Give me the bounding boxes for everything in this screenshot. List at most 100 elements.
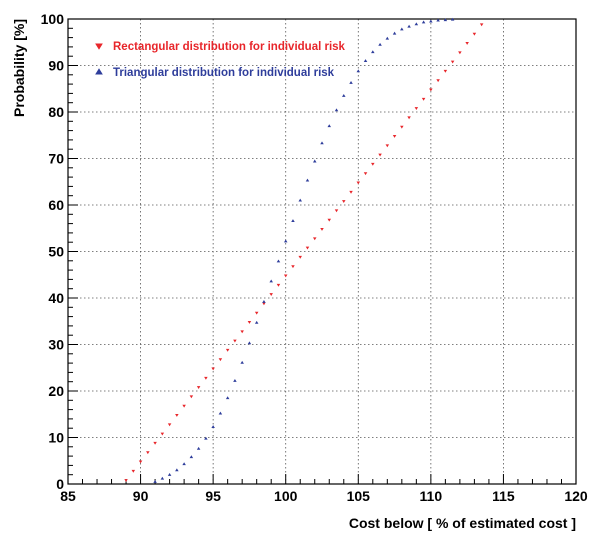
data-point [429,88,433,92]
data-point [320,228,324,231]
data-point [276,259,281,263]
y-axis-title: Probability [%] [11,19,27,117]
data-point [378,42,382,46]
data-point [146,451,150,455]
data-point [189,455,194,459]
data-point [400,125,404,129]
x-tick-label: 115 [492,488,515,504]
data-point [349,80,353,84]
data-point [312,159,317,163]
data-point [240,330,244,334]
y-tick-label: 90 [48,58,64,74]
data-point [211,367,215,371]
data-point [320,141,324,145]
data-point [269,293,273,297]
data-point [334,209,339,213]
data-point [392,135,397,138]
data-point [160,476,165,480]
data-point [167,423,172,427]
data-point [131,469,136,473]
data-point [247,321,252,324]
data-point [269,279,273,283]
x-tick-label: 105 [347,488,371,504]
data-point [167,472,172,476]
series-rectangular [124,23,484,483]
legend-marker [95,43,103,50]
data-point [175,468,179,472]
x-tick-label: 95 [205,488,221,504]
data-point [363,59,368,63]
series-triangular [153,17,455,483]
data-point [450,17,455,21]
data-point [182,404,186,408]
data-point [342,200,346,204]
y-tick-label: 10 [48,430,64,446]
data-point [153,479,157,483]
data-point [436,18,440,22]
data-point [356,69,361,73]
data-point [450,60,455,64]
data-point [233,379,237,382]
data-point [371,162,375,166]
y-tick-label: 20 [48,383,64,399]
data-point [392,31,397,35]
data-point [479,23,484,27]
data-point [218,411,223,415]
x-axis-title: Cost below [ % of estimated cost ] [349,515,576,531]
data-point [240,360,244,364]
data-point [283,239,288,243]
data-point [429,19,433,23]
data-series [124,17,484,483]
y-tick-label: 40 [48,290,64,306]
data-point [414,107,419,111]
data-point [298,198,302,202]
data-point [218,358,223,362]
y-tick-label: 50 [48,244,64,260]
data-point [283,274,288,278]
data-point [196,386,201,390]
data-point [175,414,179,417]
y-tick-label: 60 [48,197,64,213]
data-point [327,218,332,222]
data-point [465,42,469,45]
data-point [204,376,208,380]
data-point [138,460,143,464]
data-point [407,116,411,120]
data-point [291,265,295,269]
data-point [356,181,361,185]
legend-entry: Rectangular distribution for individual … [113,41,346,53]
data-point [371,50,375,54]
data-point [291,219,295,222]
data-point [443,18,448,22]
data-point [204,436,208,440]
y-tick-label: 30 [48,337,64,353]
data-point [385,144,390,148]
data-point [414,22,419,26]
data-point [436,79,440,83]
grid-lines [68,19,576,484]
data-point [327,124,332,128]
data-point [262,302,266,306]
data-point [312,237,317,241]
data-point [196,446,201,450]
data-point [276,283,281,287]
data-point [385,36,390,40]
data-point [247,341,252,345]
data-point [254,311,259,315]
data-point [189,395,194,399]
data-point [407,24,411,28]
x-tick-label: 100 [274,488,298,504]
data-point [225,348,230,352]
data-point [305,246,310,250]
data-point [211,425,215,428]
data-point [472,32,477,36]
data-point [421,20,426,24]
x-tick-label: 120 [564,488,588,504]
data-point [124,479,128,483]
data-point [349,190,353,194]
x-tick-label: 90 [133,488,149,504]
data-point [400,27,404,31]
x-tick-label: 85 [60,488,76,504]
x-tick-label: 110 [420,488,443,504]
y-tick-label: 100 [41,11,65,27]
